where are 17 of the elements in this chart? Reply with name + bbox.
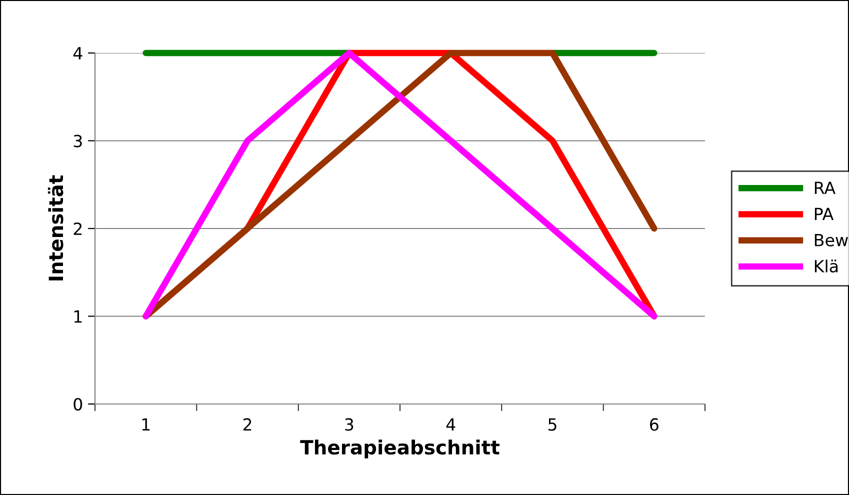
x-tick-label: 1 [142,418,150,431]
legend-label: RA [814,182,836,194]
x-tick-label: 3 [345,418,354,431]
y-tick-label: 4 [73,47,82,60]
y-axis-title: Intensität [48,175,64,280]
x-tick-label: 2 [243,418,252,431]
y-tick-label: 1 [74,310,82,323]
x-axis-title: Therapieabschnitt [300,440,500,458]
legend-label: Klä [814,260,838,273]
x-tick-label: 4 [446,418,456,431]
legend-label: PA [814,208,834,220]
y-tick-label: 3 [74,134,82,148]
x-tick-label: 6 [650,418,658,431]
y-tick-label: 0 [74,398,82,411]
legend-label: Bew [814,234,848,246]
y-tick-label: 2 [74,222,82,235]
x-tick-label: 5 [548,418,556,431]
